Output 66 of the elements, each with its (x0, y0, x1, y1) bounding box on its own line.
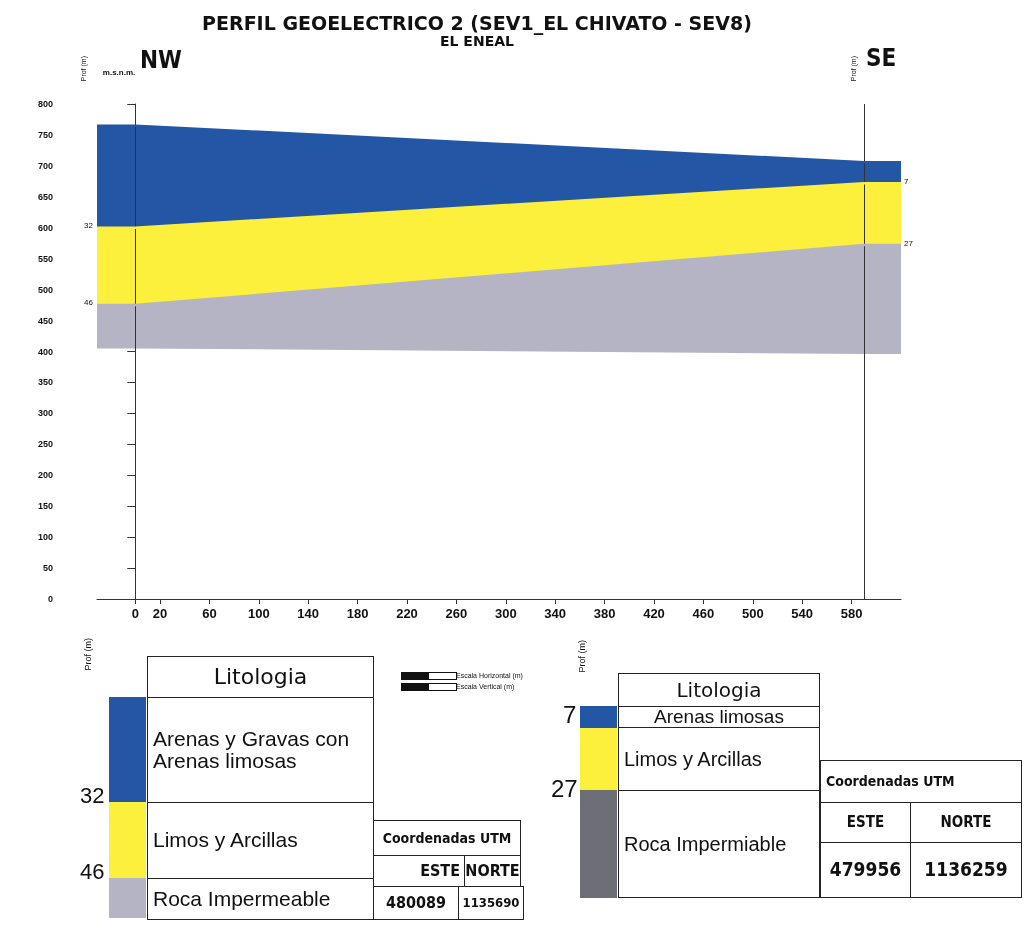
text: 32 (84, 221, 93, 231)
x-tick-label: 460 (692, 606, 715, 621)
y-tick-label: 750 (37, 129, 53, 140)
text: Limos y Arcillas (147, 802, 374, 879)
y-tick-label: 550 (37, 253, 53, 264)
y-axis-title: m.s.n.m. (102, 67, 136, 77)
text: 480089 (373, 886, 459, 920)
text: 7 (563, 701, 577, 728)
x-tick-label: 60 (202, 606, 217, 621)
x-tick-label: 20 (152, 606, 168, 621)
text: SE (866, 44, 897, 72)
text: 32 (80, 783, 105, 808)
text: Roca Impermeable (147, 878, 374, 920)
text: Roca Impermiable (618, 790, 820, 898)
x-tick-label: 0 (131, 606, 139, 621)
x-tick-label: 580 (840, 606, 863, 621)
text: 46 (80, 859, 105, 884)
y-tick-label: 650 (37, 191, 53, 202)
x-tick-label: 300 (494, 606, 517, 621)
text: Arenas y Gravas con Arenas limosas (147, 697, 374, 803)
y-tick-label: 300 (37, 408, 53, 419)
text: 46 (84, 298, 93, 308)
y-tick-label: 800 (37, 99, 53, 109)
text: Prof (m) (83, 638, 94, 671)
text: Prof (m) (577, 640, 588, 673)
x-tick-label: 540 (791, 606, 814, 621)
text: NORTE (464, 855, 521, 887)
y-tick-label: 600 (37, 222, 53, 233)
x-tick-label: 340 (544, 606, 567, 621)
x-tick-label: 260 (445, 606, 468, 621)
text: 7 (904, 177, 909, 187)
text: NORTE (910, 802, 1022, 843)
text: ESTE (820, 802, 911, 843)
text: 27 (551, 775, 578, 802)
text: 1135690 (458, 886, 524, 920)
x-tick-label: 500 (741, 606, 764, 621)
text: 27 (904, 239, 913, 249)
x-tick-label: 420 (643, 606, 665, 621)
y-tick-label: 200 (37, 470, 53, 481)
x-tick-label: 100 (247, 606, 270, 621)
y-tick-label: 400 (37, 346, 53, 357)
y-tick-label: 100 (37, 532, 53, 543)
x-tick-label: 220 (396, 606, 418, 621)
y-tick-label: 250 (37, 439, 53, 450)
text: 1136259 (910, 842, 1022, 898)
text: Litologia (147, 656, 374, 698)
y-tick-label: 350 (37, 377, 53, 388)
y-tick-label: 700 (37, 160, 53, 171)
x-tick-label: 380 (593, 606, 616, 621)
text: Coordenadas UTM (820, 760, 1022, 803)
x-tick-label: 180 (346, 606, 369, 621)
y-tick-label: 500 (37, 284, 53, 295)
text: NW (140, 46, 182, 74)
text: 479956 (820, 842, 911, 898)
chart-title: PERFIL GEOELECTRICO 2 (SEV1_EL CHIVATO - SEV8) (202, 11, 752, 35)
y-tick-label: 0 (47, 594, 53, 604)
x-tick-label: 140 (297, 606, 320, 621)
text: ESTE (373, 855, 465, 887)
text: Litologia (618, 673, 820, 707)
y-tick-label: 50 (42, 563, 53, 574)
text: Limos y Arcillas (618, 727, 820, 791)
chart-subtitle: EL ENEAL (440, 33, 515, 49)
y-tick-label: 150 (37, 501, 53, 512)
text: Coordenadas UTM (373, 820, 521, 856)
y-tick-label: 450 (37, 315, 53, 326)
text: Arenas limosas (618, 706, 820, 728)
